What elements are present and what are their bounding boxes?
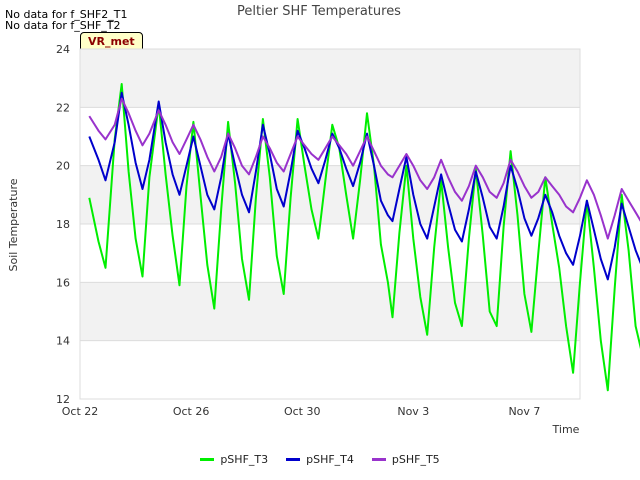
vr-met-badge: VR_met	[80, 32, 143, 51]
y-tick-label: 22	[56, 101, 70, 114]
plot-band	[80, 340, 580, 399]
y-tick-label: 20	[56, 160, 70, 173]
x-tick-label: Oct 26	[173, 405, 210, 418]
plot-band	[80, 165, 580, 224]
legend-label-t4: pSHF_T4	[306, 453, 354, 466]
y-tick-labels: 12 14 16 18 20 22 24	[56, 43, 70, 406]
legend: pSHF_T3 pSHF_T4 pSHF_T5	[0, 453, 640, 466]
x-tick-labels: Oct 22 Oct 26 Oct 30 Nov 3 Nov 7	[62, 405, 541, 418]
x-axis-label: Time	[552, 423, 580, 436]
gridlines	[80, 48, 580, 400]
legend-swatch-t4	[286, 458, 301, 461]
legend-label-t5: pSHF_T5	[391, 453, 440, 466]
plot-band	[80, 49, 580, 108]
x-tick-label: Oct 22	[62, 405, 99, 418]
plot-band	[80, 224, 580, 283]
y-tick-label: 12	[56, 393, 70, 406]
series-line-pshf-t3	[88, 83, 640, 392]
y-axis-label: Soil Temperature	[7, 178, 20, 271]
y-tick-label: 16	[56, 276, 70, 289]
no-data-note-2: No data for f_SHF_T2	[5, 19, 121, 32]
legend-item-t3: pSHF_T3	[200, 453, 268, 466]
legend-item-t4: pSHF_T4	[286, 453, 354, 466]
plot-bands	[80, 49, 580, 399]
x-tick-label: Oct 30	[284, 405, 321, 418]
y-tick-label: 24	[56, 43, 70, 56]
x-tick-label: Nov 3	[397, 405, 429, 418]
plot-band	[80, 282, 580, 341]
y-tick-label: 14	[56, 335, 70, 348]
y-tick-label: 18	[56, 218, 70, 231]
no-data-note-1: No data for f_SHF2_T1	[5, 8, 128, 21]
x-tick-label: Nov 7	[508, 405, 540, 418]
series-layer	[88, 83, 640, 392]
series-line-pshf-t4	[88, 91, 640, 281]
legend-swatch-t5	[371, 458, 386, 461]
legend-label-t3: pSHF_T3	[220, 453, 269, 466]
legend-swatch-t3	[200, 458, 215, 461]
legend-item-t5: pSHF_T5	[371, 453, 440, 466]
chart-title: Peltier SHF Temperatures	[237, 4, 401, 19]
series-line-pshf-t5	[88, 97, 640, 240]
